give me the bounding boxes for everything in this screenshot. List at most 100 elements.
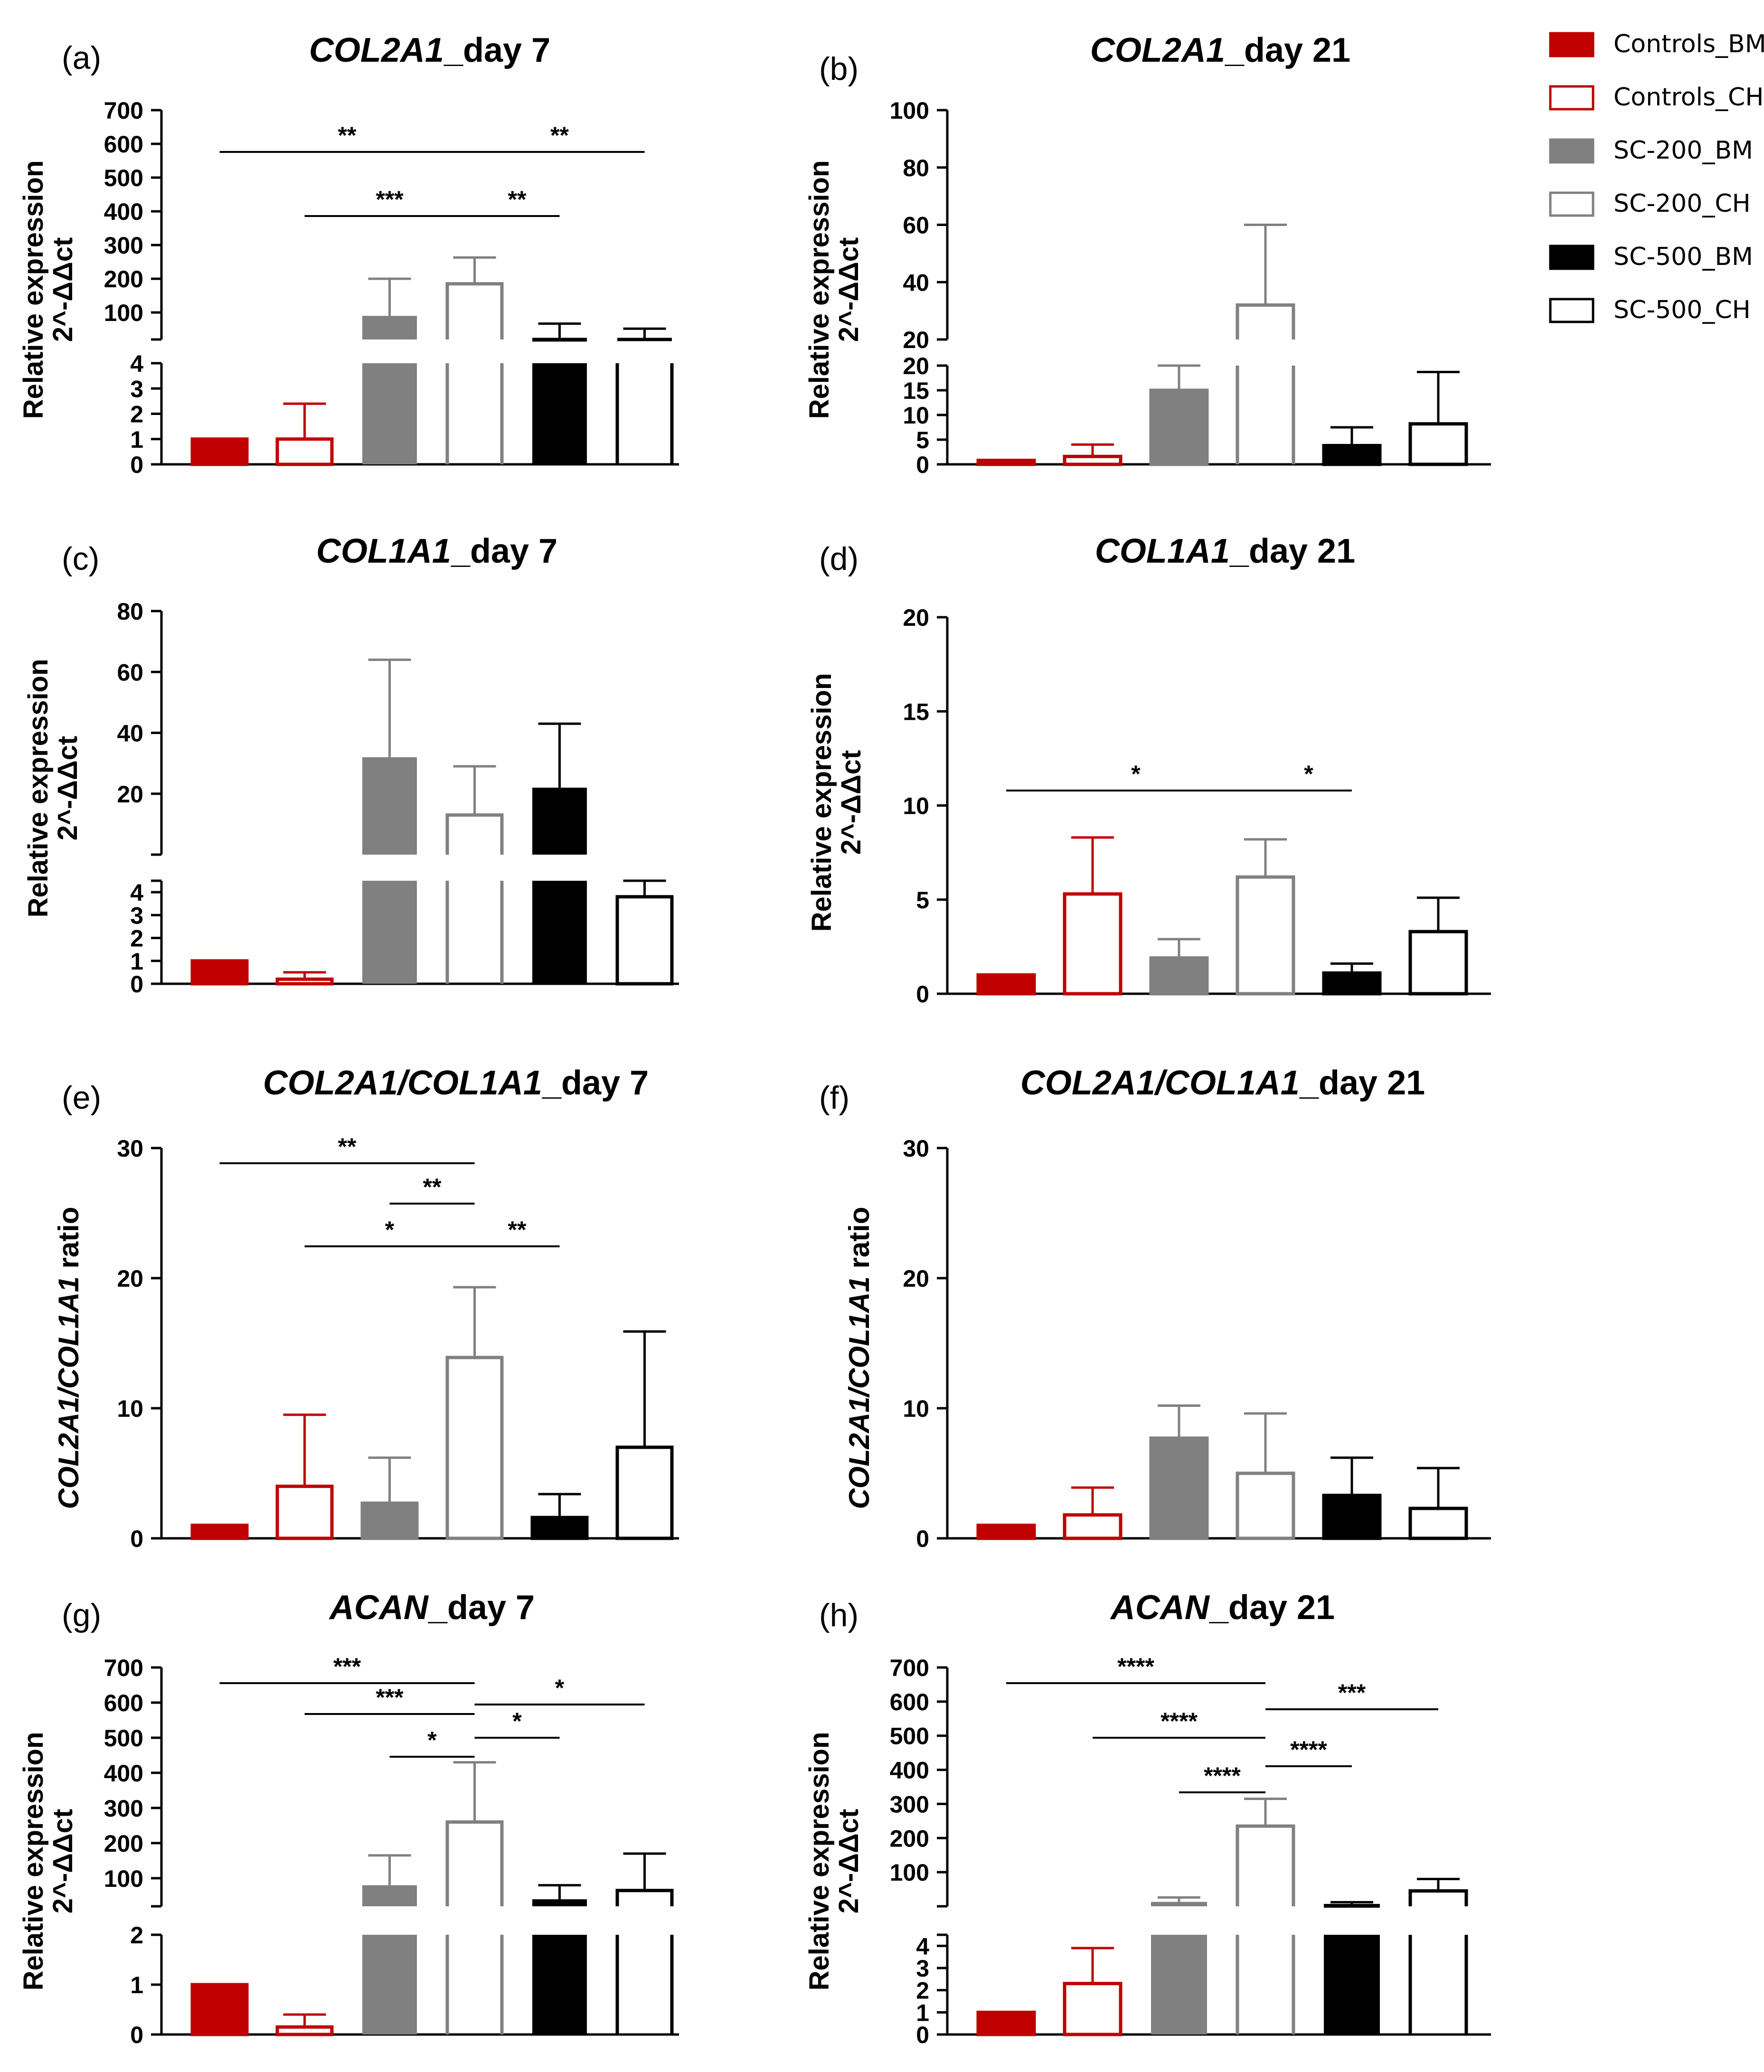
legend-swatch xyxy=(1549,245,1594,270)
legend-label: SC-200_CH xyxy=(1613,189,1751,218)
significance-label: *** xyxy=(333,1653,361,1680)
chart-title: COL1A1_day 7 xyxy=(316,532,557,570)
bar-SC-200_BM-upper xyxy=(362,757,417,855)
legend-swatch xyxy=(1549,85,1594,111)
y-axis-lower-tick-label: 0 xyxy=(130,971,143,998)
y-axis-upper-tick-label: 200 xyxy=(104,1830,143,1857)
bar-SC-200_CH xyxy=(1236,1471,1295,1540)
bar-Controls_BM xyxy=(190,959,249,986)
y-axis-upper-tick-label: 80 xyxy=(117,598,143,625)
bar-SC-500_BM xyxy=(530,1516,589,1540)
y-axis-label-line1: Relative expression xyxy=(804,160,835,419)
chart-title: ACAN_day 7 xyxy=(329,1589,535,1627)
chart-title: COL2A1_day 7 xyxy=(309,31,550,69)
chart-title-gene: COL2A1 xyxy=(309,31,444,69)
bar-SC-200_BM xyxy=(1149,1436,1209,1540)
legend-swatch xyxy=(1549,298,1594,323)
y-axis-lower-tick-label: 4 xyxy=(130,879,143,906)
significance-label: ** xyxy=(508,186,527,213)
chart-title-suffix: _day 21 xyxy=(1225,31,1350,69)
bar-SC-500_BM-upper xyxy=(532,338,587,342)
y-axis-upper-tick-label: 40 xyxy=(903,269,929,296)
significance-label: * xyxy=(555,1675,565,1701)
chart-title-suffix: _day 7 xyxy=(542,1064,649,1102)
legend-label: SC-500_BM xyxy=(1613,243,1753,271)
bar-SC-200_BM-upper xyxy=(1151,1902,1207,1906)
y-axis-tick-label: 20 xyxy=(117,1265,143,1292)
y-axis-lower-tick-label: 3 xyxy=(130,376,143,402)
chart-title: COL2A1_day 21 xyxy=(1090,31,1350,69)
bar-SC-500_BM-lower xyxy=(532,1935,587,2034)
chart-title: COL1A1_day 21 xyxy=(1095,532,1355,570)
y-axis-label-line2: 2^-ΔΔct xyxy=(47,1809,78,1913)
chart-title-gene: COL1A1 xyxy=(316,532,451,570)
bar-SC-200_BM-lower xyxy=(362,1935,417,2034)
chart-title: COL2A1/COL1A1_day 7 xyxy=(263,1064,649,1102)
y-axis-tick-label: 5 xyxy=(916,887,929,914)
y-axis-upper-tick-label: 300 xyxy=(104,232,143,259)
y-axis-upper-tick-label: 40 xyxy=(117,720,143,747)
bar-SC-200_CH-upper xyxy=(445,813,504,855)
chart-title-gene: COL2A1/COL1A1 xyxy=(263,1064,542,1102)
bar-Controls_BM xyxy=(976,2010,1036,2036)
significance-label: * xyxy=(1131,761,1141,787)
legend-swatch xyxy=(1549,32,1594,57)
y-axis-lower-tick-label: 3 xyxy=(130,902,143,929)
bar-SC-200_BM-lower xyxy=(362,881,417,984)
bar-SC-200_CH xyxy=(445,1356,504,1540)
chart-title: ACAN_day 21 xyxy=(1110,1589,1335,1627)
y-axis-label-line1: Relative expression xyxy=(804,1732,835,1991)
y-axis-label-text: COL2A1/COL1A1 ratio xyxy=(53,1207,85,1509)
y-axis-upper-tick-label: 60 xyxy=(117,659,143,686)
y-axis-lower-tick-label: 4 xyxy=(916,1933,929,1959)
significance-label: * xyxy=(427,1727,437,1753)
bar-SC-500_BM-lower xyxy=(1324,1935,1380,2034)
bar-SC-500_CH xyxy=(615,895,674,986)
chart-panel-7: (h) ACAN_day 21 Relative expression2^-ΔΔct… xyxy=(804,1589,1491,2048)
y-axis-upper-tick-label: 500 xyxy=(890,1723,929,1750)
significance-label: * xyxy=(1304,761,1313,787)
chart-title-suffix: _day 21 xyxy=(1209,1589,1335,1627)
y-axis-upper-tick-label: 400 xyxy=(104,198,143,225)
bar-SC-500_BM-lower xyxy=(532,363,587,464)
panel-label: (d) xyxy=(819,541,858,577)
y-axis-tick-label: 15 xyxy=(903,698,929,725)
y-axis-label-suffix: ratio xyxy=(843,1207,875,1277)
chart-title-gene: COL2A1 xyxy=(1090,31,1225,69)
y-axis-upper-tick-label: 100 xyxy=(104,1865,143,1892)
y-axis-tick-label: 20 xyxy=(903,604,929,631)
y-axis-lower-tick-label: 2 xyxy=(916,1978,929,2004)
chart-title-gene: COL2A1/COL1A1 xyxy=(1020,1064,1300,1102)
y-axis-label-line2: 2^-ΔΔct xyxy=(47,237,78,342)
bar-SC-200_BM xyxy=(360,1501,419,1540)
bar-Controls_BM xyxy=(976,459,1036,466)
significance-label: ** xyxy=(550,122,569,149)
bar-SC-200_CH xyxy=(1236,875,1295,996)
significance-label: * xyxy=(385,1216,395,1243)
y-axis-label-line1: Relative expression xyxy=(23,659,54,918)
bar-SC-500_BM xyxy=(1322,1494,1382,1540)
y-axis-tick-label: 10 xyxy=(903,1395,929,1422)
y-axis-upper-tick-label: 200 xyxy=(890,1825,929,1852)
significance-label: *** xyxy=(1338,1679,1366,1706)
chart-title-suffix: _day 21 xyxy=(1229,532,1355,570)
bar-Controls_CH xyxy=(275,1484,334,1540)
y-axis-upper-tick-label: 60 xyxy=(903,212,929,239)
y-axis-label: COL2A1/COL1A1 ratio xyxy=(53,1207,85,1509)
bar-SC-500_BM xyxy=(1322,971,1382,996)
bar-SC-500_CH xyxy=(1408,422,1468,466)
y-axis-tick-label: 10 xyxy=(117,1395,143,1422)
bar-SC-500_BM xyxy=(1322,443,1382,466)
significance-label: ** xyxy=(338,122,357,149)
significance-label: *** xyxy=(376,1684,404,1711)
y-axis-tick-label: 0 xyxy=(916,1526,929,1552)
panel-label: (a) xyxy=(62,40,101,76)
y-axis-upper-tick-label: 20 xyxy=(117,781,143,808)
